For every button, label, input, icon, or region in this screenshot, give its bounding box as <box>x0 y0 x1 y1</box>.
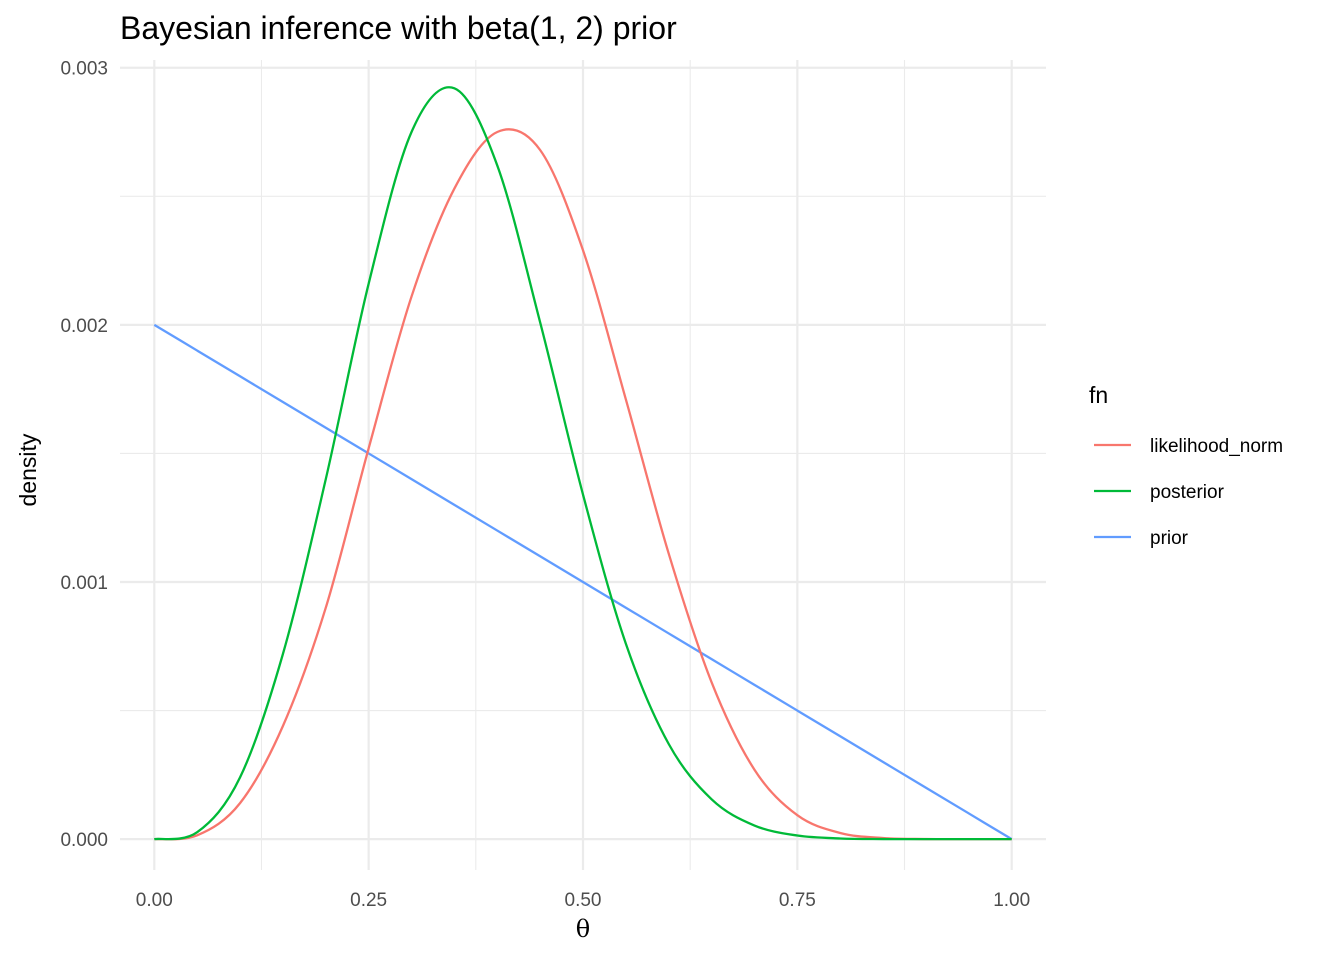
x-tick-label: 0.00 <box>136 890 173 911</box>
grid <box>120 60 1046 870</box>
legend-title: fn <box>1089 382 1108 408</box>
legend-label: likelihood_norm <box>1150 436 1283 457</box>
series-lines <box>153 86 1013 841</box>
x-axis-label: θ <box>576 915 590 943</box>
series-line-likelihood-norm <box>154 128 1012 841</box>
chart-title: Bayesian inference with beta(1, 2) prior <box>120 10 677 46</box>
x-tick-label: 1.00 <box>993 890 1030 911</box>
legend: fn likelihood_norm posterior prior <box>1089 382 1283 549</box>
x-tick-label: 0.25 <box>350 890 387 911</box>
legend-items: likelihood_norm posterior prior <box>1094 436 1283 549</box>
y-tick-label: 0.000 <box>60 830 108 851</box>
series-line-posterior <box>154 86 1012 841</box>
series-line-prior <box>153 323 1013 841</box>
y-axis-ticks: 0.000 0.001 0.002 0.003 <box>60 59 108 851</box>
x-tick-label: 0.75 <box>779 890 816 911</box>
x-tick-label: 0.50 <box>565 890 602 911</box>
y-axis-label: density <box>15 433 41 506</box>
y-tick-label: 0.002 <box>60 316 108 337</box>
y-tick-label: 0.001 <box>60 573 108 594</box>
legend-label: prior <box>1150 528 1189 549</box>
x-axis-ticks: 0.00 0.25 0.50 0.75 1.00 <box>136 890 1030 911</box>
y-tick-label: 0.003 <box>60 59 108 80</box>
legend-label: posterior <box>1150 482 1225 503</box>
